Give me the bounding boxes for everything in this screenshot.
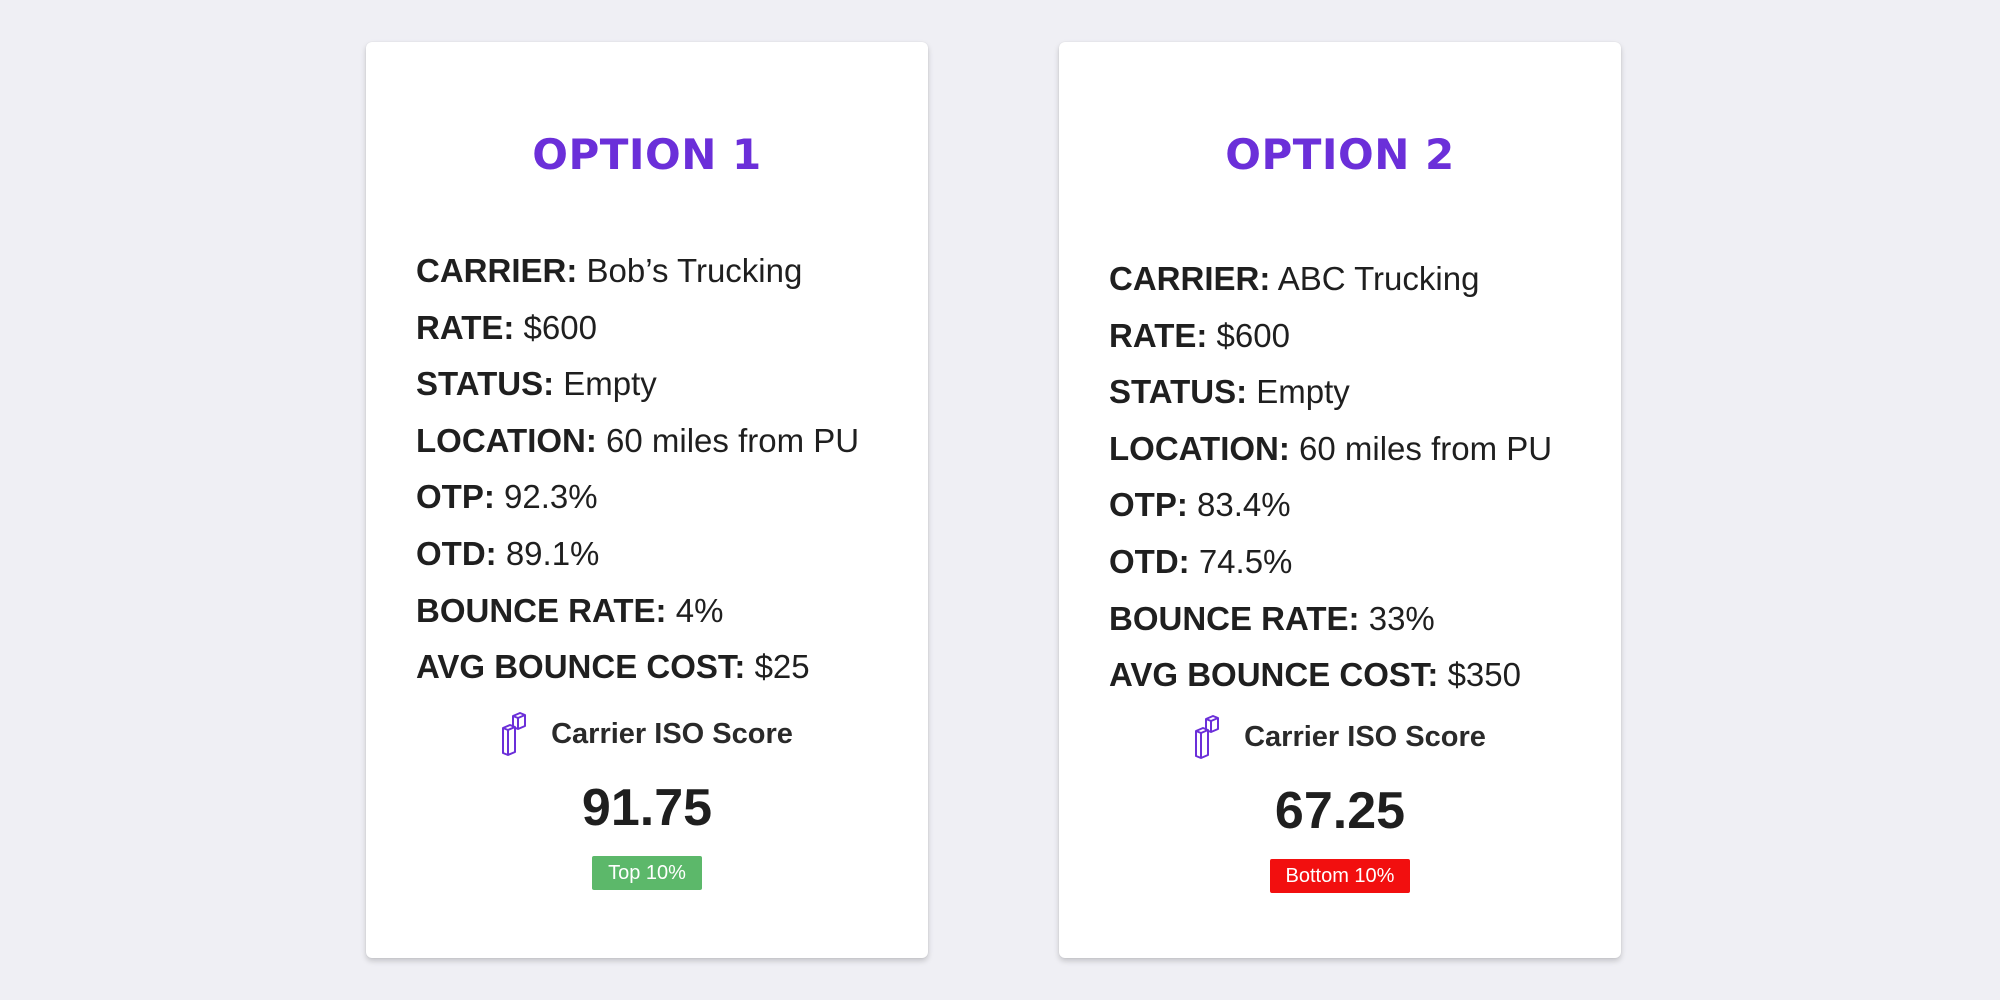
field-label: BOUNCE RATE: xyxy=(416,591,667,629)
rate-field: RATE: $600 xyxy=(416,304,859,361)
field-value: 4% xyxy=(675,591,724,629)
carrier-details-list: CARRIER: ABC Trucking RATE: $600 STATUS:… xyxy=(1109,255,1552,708)
field-value: 33% xyxy=(1368,599,1435,637)
field-value: Bob’s Trucking xyxy=(586,252,803,289)
percentile-badge: Top 10% xyxy=(592,856,702,890)
rate-field: RATE: $600 xyxy=(1109,312,1552,369)
field-value: $25 xyxy=(754,648,810,686)
field-label: OTP: xyxy=(1109,486,1188,524)
field-value: 92.3% xyxy=(504,478,598,516)
iso-score-value: 67.25 xyxy=(1274,782,1406,840)
field-value: $350 xyxy=(1447,656,1521,694)
field-value: 60 miles from PU xyxy=(606,421,860,459)
building-blocks-icon xyxy=(501,712,527,756)
field-value: ABC Trucking xyxy=(1277,260,1480,297)
field-label: OTD: xyxy=(416,534,497,572)
field-value: 83.4% xyxy=(1197,486,1291,524)
field-label: AVG BOUNCE COST: xyxy=(416,648,746,686)
location-field: LOCATION: 60 miles from PU xyxy=(416,417,859,474)
field-value: Empty xyxy=(563,365,657,403)
option-title: OPTION 2 xyxy=(1225,130,1455,179)
field-label: OTD: xyxy=(1109,542,1190,580)
field-value: Empty xyxy=(1256,373,1350,411)
field-label: CARRIER: xyxy=(1109,260,1271,297)
field-label: AVG BOUNCE COST: xyxy=(1109,656,1439,694)
field-label: STATUS: xyxy=(416,365,555,403)
option-card-1: OPTION 1 CARRIER: Bob’s Trucking RATE: $… xyxy=(366,42,928,958)
iso-score-label: Carrier ISO Score xyxy=(1244,720,1486,753)
field-value: $600 xyxy=(523,308,597,346)
field-label: RATE: xyxy=(416,308,515,346)
carrier-field: CARRIER: Bob’s Trucking xyxy=(416,247,859,304)
iso-score-section: Carrier ISO Score 67.25 Bottom 10% xyxy=(1059,711,1621,893)
field-label: BOUNCE RATE: xyxy=(1109,599,1360,637)
otp-field: OTP: 83.4% xyxy=(1109,481,1552,538)
field-value: 60 miles from PU xyxy=(1299,429,1553,467)
field-label: RATE: xyxy=(1109,316,1208,354)
otd-field: OTD: 74.5% xyxy=(1109,538,1552,595)
bounce-rate-field: BOUNCE RATE: 33% xyxy=(1109,595,1552,652)
percentile-badge: Bottom 10% xyxy=(1269,859,1411,893)
option-card-2: OPTION 2 CARRIER: ABC Trucking RATE: $60… xyxy=(1059,42,1621,958)
field-label: CARRIER: xyxy=(416,252,578,289)
field-value: 74.5% xyxy=(1198,542,1293,580)
bounce-rate-field: BOUNCE RATE: 4% xyxy=(416,587,859,644)
otp-field: OTP: 92.3% xyxy=(416,473,859,530)
option-title: OPTION 1 xyxy=(532,130,762,179)
iso-score-header: Carrier ISO Score xyxy=(366,708,928,760)
avg-bounce-cost-field: AVG BOUNCE COST: $350 xyxy=(1109,651,1552,708)
iso-score-value: 91.75 xyxy=(581,779,713,837)
iso-score-label: Carrier ISO Score xyxy=(551,717,793,750)
carrier-details-list: CARRIER: Bob’s Trucking RATE: $600 STATU… xyxy=(416,247,859,700)
field-label: LOCATION: xyxy=(1109,429,1290,467)
field-label: STATUS: xyxy=(1109,373,1248,411)
field-value: $600 xyxy=(1216,316,1290,354)
field-value: 89.1% xyxy=(505,534,600,572)
location-field: LOCATION: 60 miles from PU xyxy=(1109,425,1552,482)
otd-field: OTD: 89.1% xyxy=(416,530,859,587)
carrier-field: CARRIER: ABC Trucking xyxy=(1109,255,1552,312)
status-field: STATUS: Empty xyxy=(1109,368,1552,425)
avg-bounce-cost-field: AVG BOUNCE COST: $25 xyxy=(416,643,859,700)
field-label: LOCATION: xyxy=(416,421,597,459)
iso-score-section: Carrier ISO Score 91.75 Top 10% xyxy=(366,708,928,890)
field-label: OTP: xyxy=(416,478,495,516)
status-field: STATUS: Empty xyxy=(416,360,859,417)
building-blocks-icon xyxy=(1194,715,1220,759)
iso-score-header: Carrier ISO Score xyxy=(1059,711,1621,763)
